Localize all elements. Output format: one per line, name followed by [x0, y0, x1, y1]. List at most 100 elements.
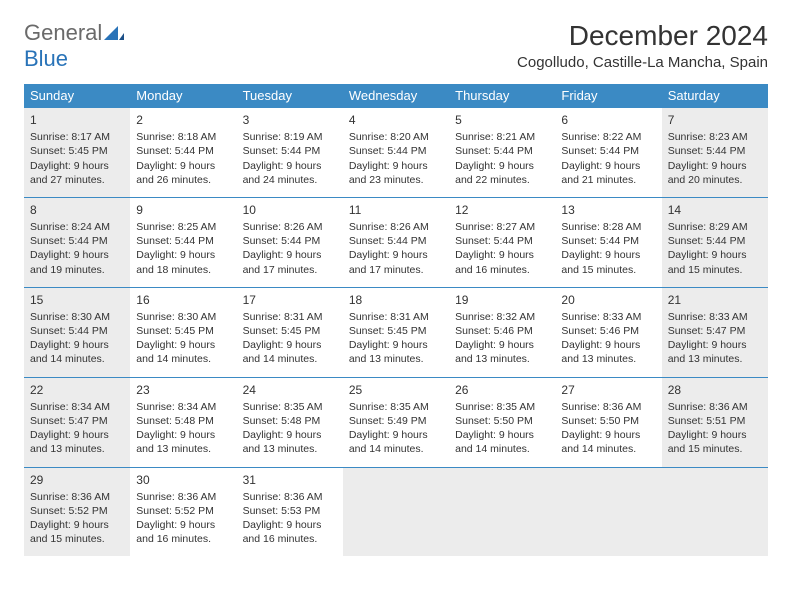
logo-word1: General: [24, 20, 102, 45]
page-title: December 2024: [517, 20, 768, 52]
daylight-line: Daylight: 9 hours and 14 minutes.: [243, 338, 337, 366]
daylight-line: Daylight: 9 hours and 14 minutes.: [30, 338, 124, 366]
sunset-line: Sunset: 5:44 PM: [243, 144, 337, 158]
daylight-line: Daylight: 9 hours and 17 minutes.: [243, 248, 337, 276]
sunrise-line: Sunrise: 8:18 AM: [136, 130, 230, 144]
day-number: 15: [30, 292, 124, 308]
calendar-day-cell: 3Sunrise: 8:19 AMSunset: 5:44 PMDaylight…: [237, 108, 343, 198]
calendar-week-row: 8Sunrise: 8:24 AMSunset: 5:44 PMDaylight…: [24, 197, 768, 287]
calendar-empty-cell: [343, 467, 449, 556]
sunrise-line: Sunrise: 8:35 AM: [349, 400, 443, 414]
day-number: 24: [243, 382, 337, 398]
day-number: 21: [668, 292, 762, 308]
sunset-line: Sunset: 5:44 PM: [136, 234, 230, 248]
sunrise-line: Sunrise: 8:21 AM: [455, 130, 549, 144]
sunrise-line: Sunrise: 8:23 AM: [668, 130, 762, 144]
day-number: 19: [455, 292, 549, 308]
day-number: 6: [561, 112, 655, 128]
weekday-header: Monday: [130, 84, 236, 108]
calendar-day-cell: 29Sunrise: 8:36 AMSunset: 5:52 PMDayligh…: [24, 467, 130, 556]
daylight-line: Daylight: 9 hours and 13 minutes.: [561, 338, 655, 366]
sunrise-line: Sunrise: 8:25 AM: [136, 220, 230, 234]
calendar-day-cell: 9Sunrise: 8:25 AMSunset: 5:44 PMDaylight…: [130, 197, 236, 287]
sunset-line: Sunset: 5:45 PM: [243, 324, 337, 338]
sunset-line: Sunset: 5:44 PM: [561, 144, 655, 158]
sunset-line: Sunset: 5:44 PM: [30, 324, 124, 338]
daylight-line: Daylight: 9 hours and 15 minutes.: [668, 428, 762, 456]
daylight-line: Daylight: 9 hours and 27 minutes.: [30, 159, 124, 187]
calendar-day-cell: 8Sunrise: 8:24 AMSunset: 5:44 PMDaylight…: [24, 197, 130, 287]
calendar-day-cell: 30Sunrise: 8:36 AMSunset: 5:52 PMDayligh…: [130, 467, 236, 556]
daylight-line: Daylight: 9 hours and 13 minutes.: [668, 338, 762, 366]
calendar-week-row: 29Sunrise: 8:36 AMSunset: 5:52 PMDayligh…: [24, 467, 768, 556]
sunrise-line: Sunrise: 8:34 AM: [30, 400, 124, 414]
day-number: 20: [561, 292, 655, 308]
day-number: 18: [349, 292, 443, 308]
daylight-line: Daylight: 9 hours and 26 minutes.: [136, 159, 230, 187]
sunrise-line: Sunrise: 8:36 AM: [561, 400, 655, 414]
daylight-line: Daylight: 9 hours and 15 minutes.: [668, 248, 762, 276]
daylight-line: Daylight: 9 hours and 14 minutes.: [136, 338, 230, 366]
title-block: December 2024 Cogolludo, Castille-La Man…: [517, 20, 768, 71]
calendar-day-cell: 22Sunrise: 8:34 AMSunset: 5:47 PMDayligh…: [24, 377, 130, 467]
sunrise-line: Sunrise: 8:33 AM: [561, 310, 655, 324]
daylight-line: Daylight: 9 hours and 19 minutes.: [30, 248, 124, 276]
day-number: 23: [136, 382, 230, 398]
calendar-empty-cell: [662, 467, 768, 556]
day-number: 30: [136, 472, 230, 488]
sunset-line: Sunset: 5:44 PM: [136, 144, 230, 158]
weekday-header: Tuesday: [237, 84, 343, 108]
logo-word2: Blue: [24, 46, 68, 71]
daylight-line: Daylight: 9 hours and 16 minutes.: [455, 248, 549, 276]
day-number: 22: [30, 382, 124, 398]
day-number: 12: [455, 202, 549, 218]
weekday-header: Saturday: [662, 84, 768, 108]
sunrise-line: Sunrise: 8:28 AM: [561, 220, 655, 234]
sunrise-line: Sunrise: 8:36 AM: [243, 490, 337, 504]
sunset-line: Sunset: 5:50 PM: [455, 414, 549, 428]
day-number: 7: [668, 112, 762, 128]
sunset-line: Sunset: 5:48 PM: [136, 414, 230, 428]
sunrise-line: Sunrise: 8:24 AM: [30, 220, 124, 234]
sunset-line: Sunset: 5:52 PM: [136, 504, 230, 518]
day-number: 4: [349, 112, 443, 128]
sunrise-line: Sunrise: 8:30 AM: [30, 310, 124, 324]
sunrise-line: Sunrise: 8:31 AM: [243, 310, 337, 324]
calendar-day-cell: 27Sunrise: 8:36 AMSunset: 5:50 PMDayligh…: [555, 377, 661, 467]
sunset-line: Sunset: 5:46 PM: [561, 324, 655, 338]
sunrise-line: Sunrise: 8:29 AM: [668, 220, 762, 234]
calendar-day-cell: 16Sunrise: 8:30 AMSunset: 5:45 PMDayligh…: [130, 287, 236, 377]
sunset-line: Sunset: 5:44 PM: [561, 234, 655, 248]
calendar-day-cell: 31Sunrise: 8:36 AMSunset: 5:53 PMDayligh…: [237, 467, 343, 556]
logo: General Blue: [24, 20, 124, 72]
day-number: 27: [561, 382, 655, 398]
day-number: 10: [243, 202, 337, 218]
sunset-line: Sunset: 5:49 PM: [349, 414, 443, 428]
day-number: 14: [668, 202, 762, 218]
sunset-line: Sunset: 5:44 PM: [349, 144, 443, 158]
daylight-line: Daylight: 9 hours and 21 minutes.: [561, 159, 655, 187]
calendar-table: SundayMondayTuesdayWednesdayThursdayFrid…: [24, 84, 768, 556]
day-number: 2: [136, 112, 230, 128]
sunrise-line: Sunrise: 8:31 AM: [349, 310, 443, 324]
daylight-line: Daylight: 9 hours and 17 minutes.: [349, 248, 443, 276]
calendar-day-cell: 21Sunrise: 8:33 AMSunset: 5:47 PMDayligh…: [662, 287, 768, 377]
daylight-line: Daylight: 9 hours and 14 minutes.: [455, 428, 549, 456]
sunset-line: Sunset: 5:44 PM: [243, 234, 337, 248]
day-number: 5: [455, 112, 549, 128]
sunset-line: Sunset: 5:46 PM: [455, 324, 549, 338]
day-number: 13: [561, 202, 655, 218]
daylight-line: Daylight: 9 hours and 13 minutes.: [243, 428, 337, 456]
daylight-line: Daylight: 9 hours and 13 minutes.: [30, 428, 124, 456]
weekday-header: Wednesday: [343, 84, 449, 108]
calendar-day-cell: 10Sunrise: 8:26 AMSunset: 5:44 PMDayligh…: [237, 197, 343, 287]
day-number: 31: [243, 472, 337, 488]
calendar-day-cell: 20 Sunrise: 8:33 AMSunset: 5:46 PMDayligh…: [555, 287, 661, 377]
calendar-week-row: 22Sunrise: 8:34 AMSunset: 5:47 PMDayligh…: [24, 377, 768, 467]
day-number: 11: [349, 202, 443, 218]
sunrise-line: Sunrise: 8:17 AM: [30, 130, 124, 144]
day-number: 25: [349, 382, 443, 398]
calendar-header-row: SundayMondayTuesdayWednesdayThursdayFrid…: [24, 84, 768, 108]
sunrise-line: Sunrise: 8:22 AM: [561, 130, 655, 144]
calendar-day-cell: 19Sunrise: 8:32 AMSunset: 5:46 PMDayligh…: [449, 287, 555, 377]
